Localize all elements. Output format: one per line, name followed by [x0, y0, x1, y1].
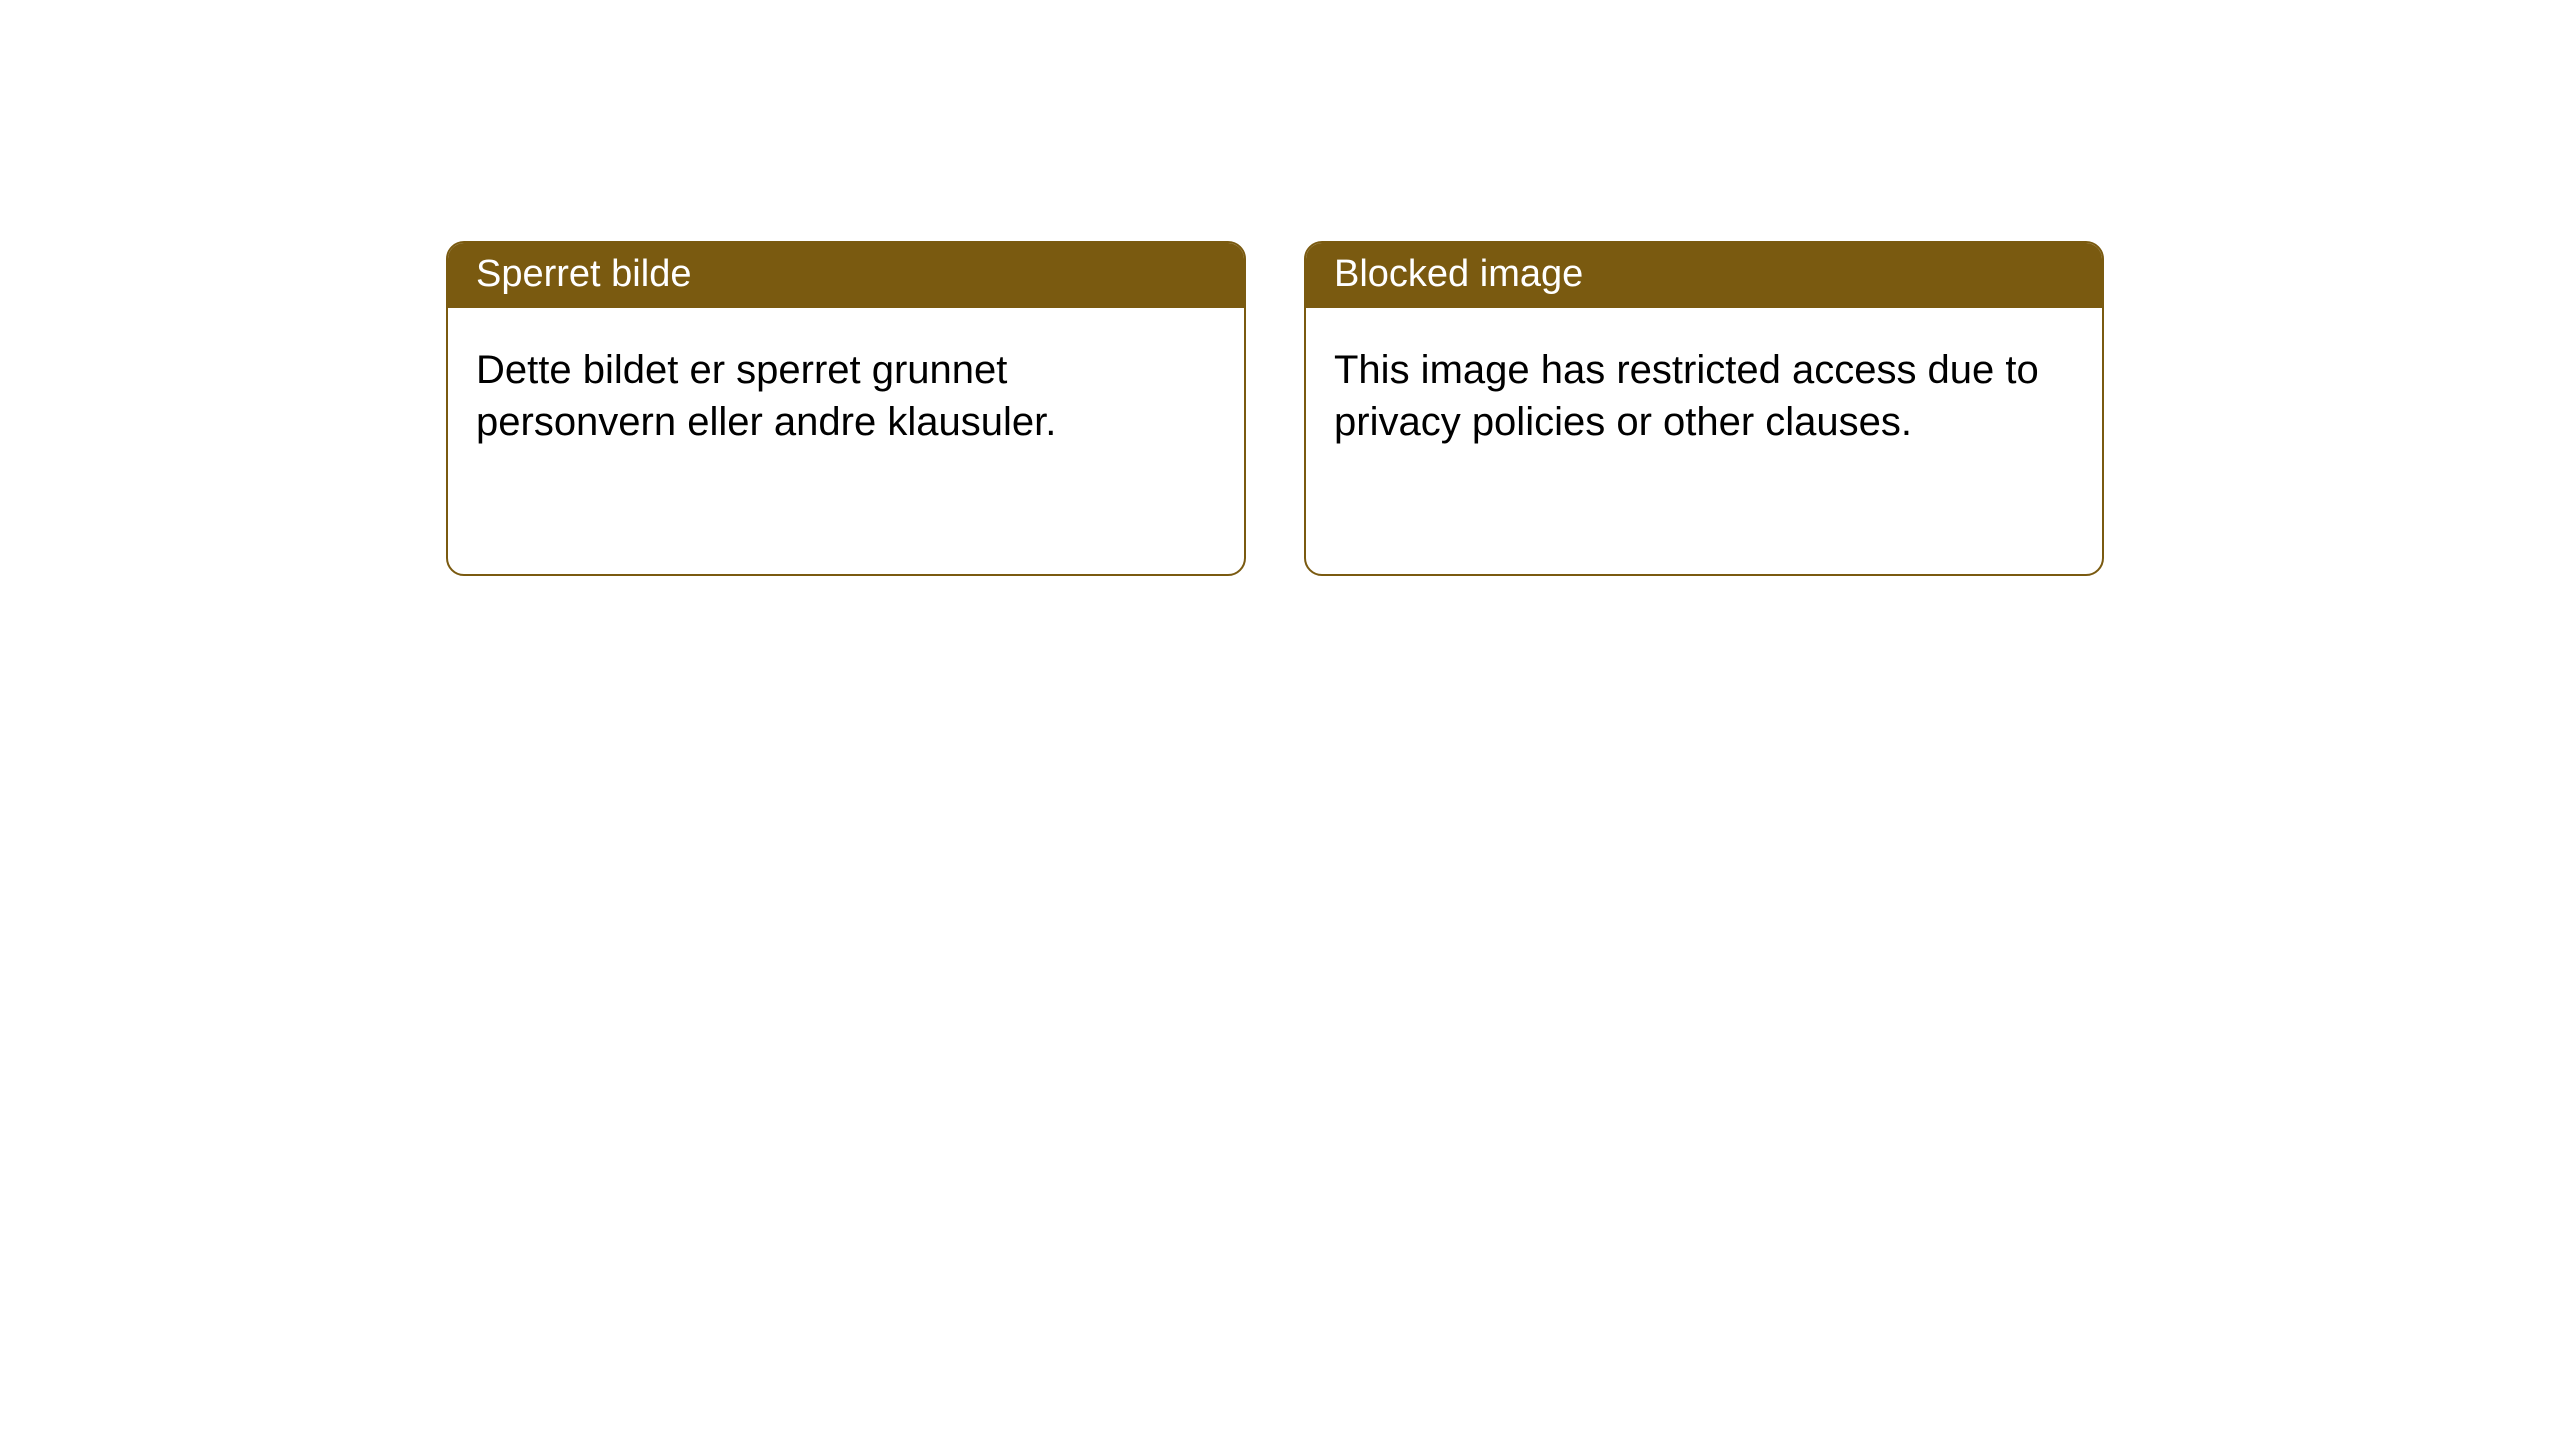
card-body-text: This image has restricted access due to …: [1334, 348, 2039, 444]
blocked-image-card-norwegian: Sperret bilde Dette bildet er sperret gr…: [446, 241, 1246, 576]
card-title: Blocked image: [1334, 253, 1583, 295]
cards-container: Sperret bilde Dette bildet er sperret gr…: [446, 241, 2104, 576]
card-title: Sperret bilde: [476, 253, 691, 295]
card-header: Sperret bilde: [448, 243, 1244, 308]
blocked-image-card-english: Blocked image This image has restricted …: [1304, 241, 2104, 576]
card-body-text: Dette bildet er sperret grunnet personve…: [476, 348, 1056, 444]
card-body: This image has restricted access due to …: [1306, 308, 2102, 484]
card-header: Blocked image: [1306, 243, 2102, 308]
card-body: Dette bildet er sperret grunnet personve…: [448, 308, 1244, 484]
